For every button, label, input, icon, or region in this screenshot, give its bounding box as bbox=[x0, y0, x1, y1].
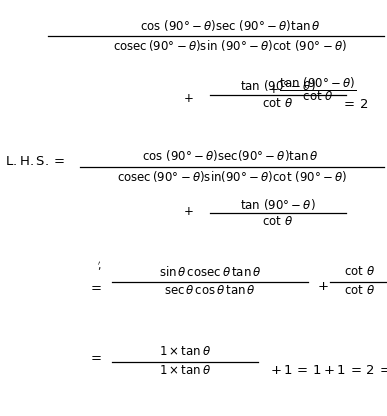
Text: $\boldsymbol{'}\!,$: $\boldsymbol{'}\!,$ bbox=[98, 260, 103, 273]
Text: $\cot\,\theta$: $\cot\,\theta$ bbox=[262, 97, 293, 110]
Text: $=\,2$: $=\,2$ bbox=[341, 99, 369, 111]
Text: $\cot\,\theta$: $\cot\,\theta$ bbox=[262, 215, 293, 228]
Text: $\sin\theta\,\mathrm{cosec}\,\theta\,\tan\theta$: $\sin\theta\,\mathrm{cosec}\,\theta\,\ta… bbox=[159, 265, 261, 279]
Text: $\tan\,(90°-\theta)$: $\tan\,(90°-\theta)$ bbox=[240, 197, 316, 212]
Text: $\cos\,(90°-\theta)\sec\,(90°-\theta)\tan\theta$: $\cos\,(90°-\theta)\sec\,(90°-\theta)\ta… bbox=[140, 18, 320, 33]
Text: $\tan\,(90°-\theta)$: $\tan\,(90°-\theta)$ bbox=[240, 78, 316, 93]
Text: $\cos\,(90°-\theta)\sec(90°-\theta)\tan\theta$: $\cos\,(90°-\theta)\sec(90°-\theta)\tan\… bbox=[142, 148, 319, 163]
Text: $+\,\dfrac{\tan\,(90°-\theta)}{\cot\,\theta}$: $+\,\dfrac{\tan\,(90°-\theta)}{\cot\,\th… bbox=[268, 75, 356, 103]
Text: $+$: $+$ bbox=[183, 92, 194, 105]
Text: $+$: $+$ bbox=[317, 280, 329, 293]
Text: $\mathrm{L.H.S.=}$: $\mathrm{L.H.S.=}$ bbox=[5, 155, 65, 168]
Text: $\sec\theta\,\cos\theta\,\tan\theta$: $\sec\theta\,\cos\theta\,\tan\theta$ bbox=[164, 284, 256, 297]
Text: $\cot\,\theta$: $\cot\,\theta$ bbox=[344, 284, 375, 297]
Text: $=$: $=$ bbox=[88, 350, 102, 363]
Text: $+\,1\,=\,1+1\,=\,2\,=\,\mathrm{R.H.S.}$: $+\,1\,=\,1+1\,=\,2\,=\,\mathrm{R.H.S.}$ bbox=[270, 364, 387, 376]
Text: $\cot\,\theta$: $\cot\,\theta$ bbox=[344, 265, 375, 278]
Text: $\mathrm{cosec}\,(90°-\theta)\sin\,(90°-\theta)\cot\,(90°-\theta)$: $\mathrm{cosec}\,(90°-\theta)\sin\,(90°-… bbox=[113, 38, 347, 53]
Text: $=$: $=$ bbox=[88, 280, 102, 293]
Text: $+$: $+$ bbox=[183, 205, 194, 218]
Text: $\mathrm{cosec}\,(90°-\theta)\sin(90°-\theta)\cot\,(90°-\theta)$: $\mathrm{cosec}\,(90°-\theta)\sin(90°-\t… bbox=[117, 169, 347, 184]
Text: $1\times\tan\theta$: $1\times\tan\theta$ bbox=[159, 345, 211, 358]
Text: $1\times\tan\theta$: $1\times\tan\theta$ bbox=[159, 364, 211, 377]
